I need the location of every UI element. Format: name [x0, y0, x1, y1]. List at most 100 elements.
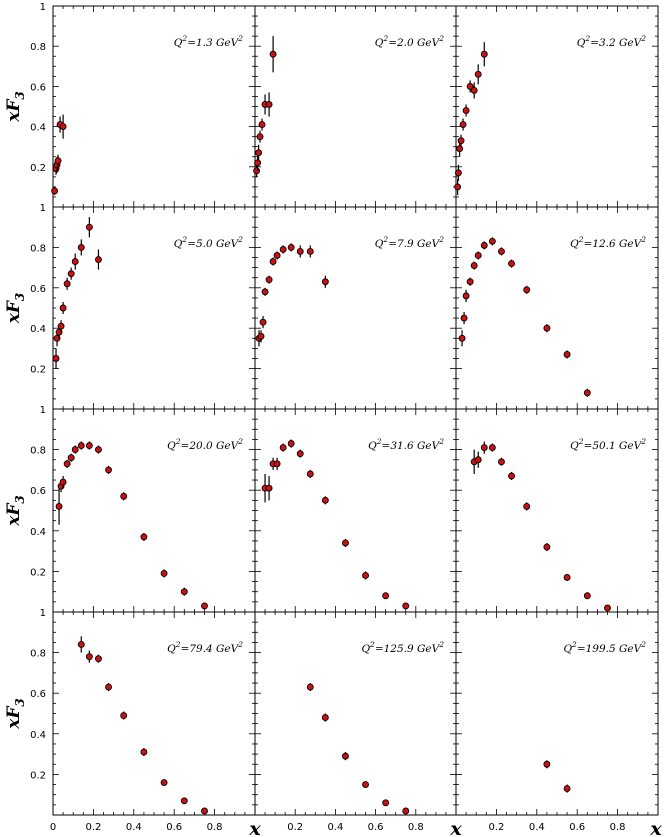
data-point	[508, 260, 515, 268]
panel-3-2: Q2=3.2 GeV2	[454, 5, 659, 208]
y-tick-label: 1	[40, 608, 46, 619]
data-point	[265, 276, 273, 284]
data-point	[306, 470, 314, 478]
data-point	[94, 655, 102, 663]
data-point	[454, 183, 462, 191]
data-point	[140, 748, 148, 756]
data-point	[604, 604, 611, 612]
data-point	[474, 456, 482, 464]
data-point	[59, 304, 67, 312]
data-point	[563, 785, 571, 793]
data-point	[523, 502, 531, 510]
x-axis-title: x	[449, 818, 462, 837]
panel-2-0: Q2=2.0 GeV2	[253, 5, 457, 208]
data-point	[287, 440, 295, 447]
x-tick-label: 0.2	[488, 822, 504, 833]
data-point	[306, 683, 314, 691]
x-axis-title: x	[649, 818, 662, 837]
x-tick-label: 0.4	[126, 822, 142, 833]
data-point	[321, 496, 329, 504]
data-point	[462, 292, 470, 300]
data-point	[265, 484, 273, 492]
y-tick-label: 0.6	[30, 689, 46, 700]
y-tick-label: 0.6	[30, 82, 46, 93]
y-tick-label: 0.2	[30, 163, 46, 174]
y-tick-label: 1	[40, 203, 46, 214]
panel-label: Q2=3.2 GeV2	[577, 34, 646, 49]
data-point	[120, 492, 128, 500]
x-tick-label: 0.6	[166, 822, 182, 833]
data-point	[253, 167, 261, 175]
data-point	[279, 245, 287, 253]
panel-label: Q2=7.9 GeV2	[375, 235, 444, 250]
data-point	[498, 247, 505, 255]
y-tick-label: 0.8	[30, 243, 46, 254]
x-tick-label: 0.8	[207, 822, 223, 833]
x-tick-label: 0.2	[85, 822, 101, 833]
panel-125-9: Q2=125.9 GeV2	[254, 611, 457, 816]
y-tick-label: 0.6	[30, 284, 46, 295]
y-tick-label: 0.8	[30, 649, 46, 660]
data-point	[296, 247, 304, 255]
data-point	[342, 539, 349, 547]
data-point	[543, 324, 551, 332]
data-point	[51, 187, 59, 195]
panel-31-6: Q2=31.6 GeV2	[254, 408, 457, 613]
data-point	[563, 351, 571, 358]
data-point	[254, 159, 262, 167]
panel-50-1: Q2=50.1 GeV2	[455, 408, 659, 613]
y-tick-label: 0.8	[30, 42, 46, 53]
data-point	[563, 574, 571, 581]
data-point	[480, 50, 488, 58]
data-point	[59, 478, 67, 486]
data-point	[94, 446, 102, 454]
data-point	[261, 288, 269, 296]
data-point	[63, 460, 71, 468]
data-point	[382, 592, 390, 600]
data-point	[105, 683, 113, 691]
data-point	[543, 543, 551, 551]
data-point	[77, 442, 85, 449]
y-tick-label: 1	[40, 2, 46, 13]
data-point	[67, 454, 75, 462]
data-point	[201, 602, 208, 610]
data-point	[402, 602, 410, 610]
data-point	[279, 444, 287, 452]
data-point	[459, 121, 467, 129]
data-point	[454, 169, 462, 177]
data-point	[470, 262, 478, 270]
panel-label: Q2=79.4 GeV2	[167, 640, 243, 655]
data-point	[382, 799, 390, 807]
y-tick-label: 0.4	[30, 324, 46, 335]
data-point	[52, 355, 60, 362]
data-point	[321, 278, 329, 286]
data-point	[474, 252, 482, 259]
data-point	[583, 389, 591, 397]
data-point	[460, 314, 468, 322]
y-axis-title: xF3	[4, 495, 27, 527]
x-tick-label: 0.2	[287, 822, 303, 833]
data-point	[362, 781, 369, 788]
panel-label: Q2=31.6 GeV2	[368, 437, 444, 452]
data-point	[466, 82, 474, 90]
panel-79-4: Q2=79.4 GeV2	[52, 611, 256, 816]
data-point	[55, 502, 63, 510]
data-point	[120, 712, 128, 719]
data-point	[269, 258, 277, 265]
panel-20-0: Q2=20.0 GeV2	[52, 408, 256, 613]
x-tick-label: 0.6	[368, 822, 384, 833]
data-point	[259, 318, 267, 326]
panel-label: Q2=125.9 GeV2	[361, 640, 444, 655]
panel-label: Q2=199.5 GeV2	[563, 640, 646, 655]
panel-label: Q2=20.0 GeV2	[167, 437, 243, 452]
data-point	[71, 258, 79, 265]
data-point	[105, 466, 113, 474]
panel-label: Q2=5.0 GeV2	[174, 235, 243, 250]
data-point	[287, 243, 295, 251]
panel-199-5: Q2=199.5 GeV2	[455, 611, 659, 816]
y-tick-label: 0.2	[30, 365, 46, 376]
y-tick-label: 0.4	[30, 123, 46, 134]
data-point	[85, 653, 93, 661]
data-point	[63, 280, 71, 288]
